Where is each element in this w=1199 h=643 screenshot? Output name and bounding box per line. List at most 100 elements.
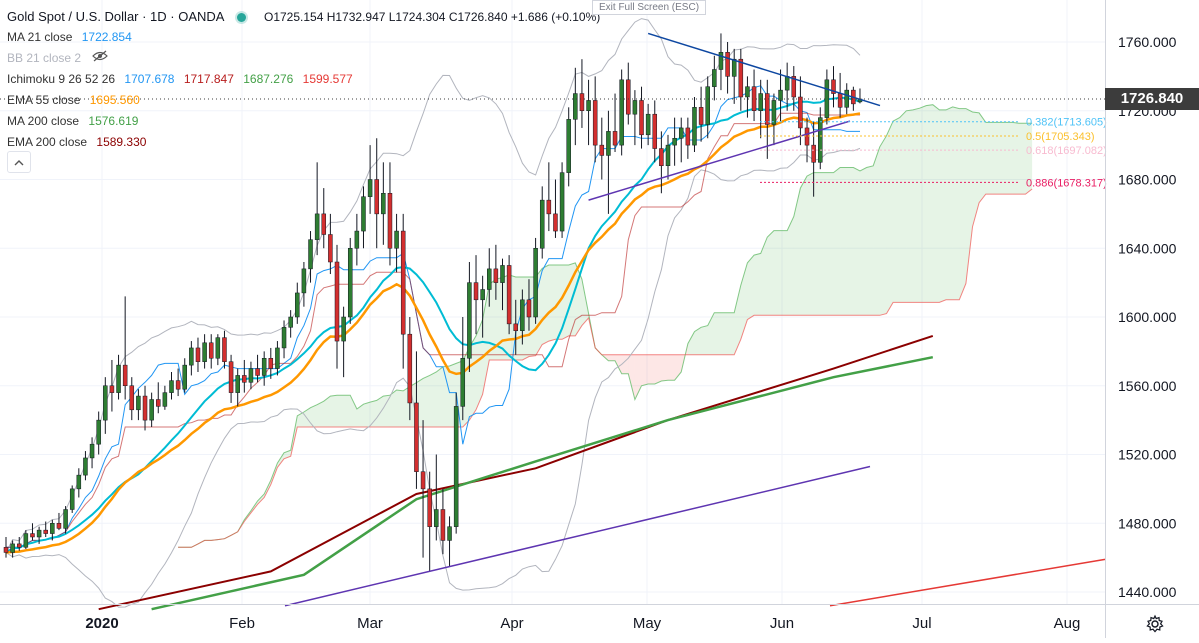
candle-up xyxy=(281,327,287,349)
cloud-segment xyxy=(303,407,311,427)
candle-down xyxy=(334,261,340,342)
candle-up xyxy=(354,230,360,249)
candle-up xyxy=(261,358,267,376)
candle-down xyxy=(321,213,327,235)
candle-down xyxy=(142,395,148,421)
candle-down xyxy=(109,385,115,393)
cloud-segment xyxy=(972,112,980,227)
legend-bb21[interactable]: BB 21 close 2 xyxy=(7,48,600,69)
legend-ma21-value: 1722.854 xyxy=(81,30,132,44)
candle-down xyxy=(195,347,201,362)
candle-down xyxy=(328,234,333,263)
legend-ma200[interactable]: MA 200 close 1576.619 xyxy=(7,111,600,132)
senkou-span-b xyxy=(178,188,1033,548)
fib-level-label: 0.382(1713.605) xyxy=(1026,117,1107,129)
x-tick-label: 2020 xyxy=(85,615,118,632)
candle-up xyxy=(500,265,505,283)
candle-down xyxy=(698,107,704,125)
candle-up xyxy=(149,399,154,421)
cloud-segment xyxy=(886,121,894,314)
candle-up xyxy=(718,52,724,70)
legend-ma21[interactable]: MA 21 close 1722.854 xyxy=(7,27,600,48)
legend-ichimoku-value-4: 1599.577 xyxy=(302,72,353,86)
candle-up xyxy=(467,282,472,359)
cloud-segment xyxy=(337,395,344,427)
candle-down xyxy=(738,58,744,98)
candle-down xyxy=(255,368,260,376)
symbol-title[interactable]: Gold Spot / U.S. Dollar · 1D · OANDA xyxy=(7,9,224,24)
cloud-segment xyxy=(985,122,993,195)
candle-down xyxy=(122,364,128,386)
chart-settings-button[interactable] xyxy=(1145,614,1165,634)
legend-ema200-value: 1589.330 xyxy=(96,135,147,149)
candle-down xyxy=(513,323,518,331)
legend-bb21-label: BB 21 close 2 xyxy=(7,51,82,65)
market-status-icon xyxy=(237,13,247,23)
legend-ema55[interactable]: EMA 55 close 1695.560 xyxy=(7,90,600,111)
candle-up xyxy=(778,89,783,101)
cloud-segment xyxy=(760,237,768,316)
legend-ichimoku-value-1: 1707.678 xyxy=(124,72,175,86)
cloud-segment xyxy=(820,172,827,316)
cloud-segment xyxy=(436,366,443,427)
candle-down xyxy=(612,131,618,146)
legend-ema55-label: EMA 55 close xyxy=(7,93,81,107)
cloud-segment xyxy=(773,230,781,316)
cloud-segment xyxy=(939,109,947,303)
cloud-segment xyxy=(926,104,933,303)
candle-up xyxy=(645,113,651,136)
candle-up xyxy=(314,213,320,240)
candle-up xyxy=(672,138,677,146)
cloud-segment xyxy=(807,172,814,316)
y-tick-label: 1760.000 xyxy=(1118,34,1177,50)
cloud-segment xyxy=(833,167,841,316)
legend-ema200[interactable]: EMA 200 close 1589.330 xyxy=(7,132,600,153)
x-tick-label: Jun xyxy=(770,615,794,632)
eye-hidden-icon[interactable] xyxy=(92,48,109,69)
tenkan-line xyxy=(6,85,860,548)
cloud-segment xyxy=(840,167,847,316)
cloud-segment xyxy=(747,255,755,320)
fib-level-label: 0.618(1697.082) xyxy=(1026,145,1107,157)
candle-up xyxy=(83,457,88,476)
candle-up xyxy=(818,117,823,163)
candle-up xyxy=(434,509,439,527)
cloud-segment xyxy=(959,108,966,300)
cloud-segment xyxy=(946,106,953,300)
cloud-segment xyxy=(720,312,728,355)
candle-down xyxy=(427,488,432,527)
candle-down xyxy=(30,533,35,538)
trendlines xyxy=(284,32,1106,607)
candle-down xyxy=(222,337,227,362)
candle-down xyxy=(652,113,658,149)
senkou-span-a xyxy=(178,104,1033,548)
cloud-segment xyxy=(423,375,430,427)
legend-collapse-button[interactable] xyxy=(7,151,31,173)
cloud-segment xyxy=(376,396,384,427)
cloud-segment xyxy=(932,104,940,303)
cloud-segment xyxy=(800,176,808,316)
cloud-segment xyxy=(873,146,880,316)
legend-ichimoku[interactable]: Ichimoku 9 26 52 26 1707.678 1717.847 16… xyxy=(7,69,600,90)
cloud-segment xyxy=(826,172,834,316)
candle-down xyxy=(626,79,631,115)
long-support-trendline xyxy=(284,465,871,607)
legend-ema55-value: 1695.560 xyxy=(89,93,140,107)
cloud-segment xyxy=(787,216,794,316)
cloud-segment xyxy=(740,262,748,340)
cloud-segment xyxy=(396,390,404,427)
candle-down xyxy=(592,100,598,146)
red-trendline xyxy=(829,558,1106,607)
candle-down xyxy=(639,100,644,136)
fullscreen-tooltip: Exit Full Screen (ESC) xyxy=(592,0,707,15)
candle-up xyxy=(771,100,777,125)
candle-up xyxy=(169,380,174,393)
y-tick-label: 1680.000 xyxy=(1118,172,1177,188)
candle-down xyxy=(268,358,274,369)
candle-down xyxy=(579,93,585,111)
candle-up xyxy=(559,172,565,232)
cloud-segment xyxy=(767,230,774,316)
ema55-line xyxy=(5,112,861,554)
